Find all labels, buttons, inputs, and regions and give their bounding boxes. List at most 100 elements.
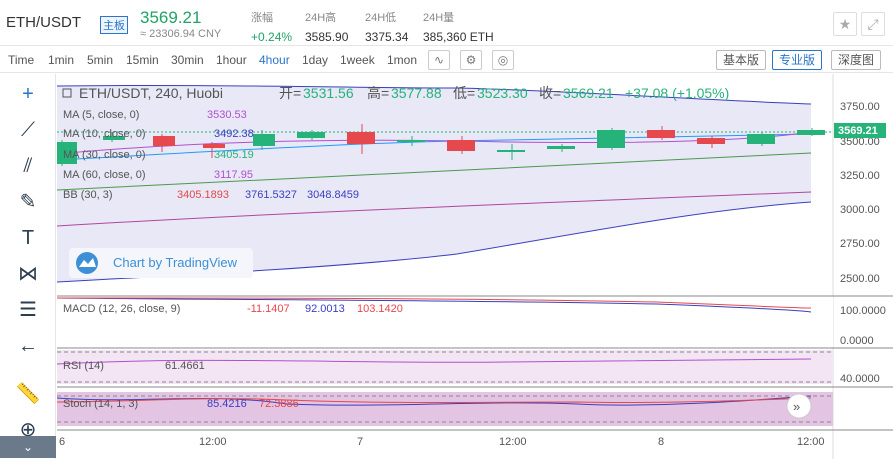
view-basic-button[interactable]: 基本版 <box>716 50 767 70</box>
drawing-toolbar: + ⟋ ⫽ ✎ T ⋈ ☰ ← 📏 ⊕ ⌄ <box>0 74 56 459</box>
tf-30min[interactable]: 30min <box>171 53 204 67</box>
macd-label: MACD (12, 26, close, 9) <box>63 303 180 315</box>
ma10-value: 3492.38 <box>214 128 254 140</box>
ma10-line <box>57 131 812 155</box>
view-pro-button[interactable]: 专业版 <box>772 50 823 70</box>
candle <box>697 136 725 148</box>
collapse-legend-icon <box>62 88 72 98</box>
board-badge: 主板 <box>100 16 128 34</box>
stat-volume: 24H量 385,360 ETH <box>423 12 494 44</box>
macd-signal-line <box>57 297 812 309</box>
crosshair-icon[interactable]: + <box>22 83 34 105</box>
price-tick: 3000.00 <box>840 204 880 216</box>
ma60-value: 3117.95 <box>214 169 253 181</box>
rsi-value: 61.4661 <box>165 360 205 372</box>
stoch-value-2: 72.3886 <box>259 398 299 410</box>
pattern-icon[interactable]: ⋈ <box>18 263 38 285</box>
tf-1min[interactable]: 1min <box>48 53 75 67</box>
legend-close: 3569.21 <box>563 85 614 101</box>
legend-open: 3531.56 <box>303 85 354 101</box>
legend-close-label: 收= <box>539 85 561 101</box>
tradingview-watermark: Chart by TradingView <box>69 248 253 278</box>
ruler-icon[interactable]: 📏 <box>15 383 41 405</box>
bb-mid-line <box>57 191 812 227</box>
collapse-toolbar-button[interactable]: ⌄ <box>0 436 56 458</box>
tf-15min[interactable]: 15min <box>126 53 159 67</box>
trendline-icon[interactable]: ⟋ <box>21 119 35 141</box>
tf-1hour[interactable]: 1hour <box>216 53 247 67</box>
price-chart[interactable]: ETH/USDT, 240, Huobi 开= 3531.56 高= 3577.… <box>57 74 893 459</box>
candle <box>797 128 825 136</box>
ma5-value: 3530.53 <box>207 109 247 121</box>
time-tick: 6 <box>59 436 65 448</box>
rsi-pane <box>57 350 833 384</box>
ma30-value: 3405.19 <box>214 149 254 161</box>
market-header: ETH/USDT 主板 3569.21 ≈ 23306.94 CNY 涨幅 +0.… <box>0 0 893 46</box>
screenshot-icon[interactable]: ◎ <box>492 50 514 70</box>
pitchfork-icon[interactable]: ⫽ <box>23 155 33 177</box>
time-tick: 12:00 <box>199 436 227 448</box>
macd-tick: 0.0000 <box>840 335 874 347</box>
candles <box>57 124 825 166</box>
candle <box>547 144 575 152</box>
bb-upper-line <box>57 84 812 105</box>
tf-time[interactable]: Time <box>8 53 35 67</box>
macd-value-1: -11.1407 <box>247 303 290 315</box>
price-tick: 2750.00 <box>840 238 880 250</box>
favorite-star-icon[interactable]: ★ <box>833 12 857 36</box>
candle <box>447 136 475 154</box>
candle <box>497 144 525 160</box>
zoom-icon[interactable]: ⊕ <box>19 419 37 441</box>
view-depth-button[interactable]: 深度图 <box>831 50 882 70</box>
chart-type-icon[interactable]: ∿ <box>428 50 450 70</box>
macd-tick: 100.0000 <box>840 305 886 317</box>
pair-name: ETH/USDT <box>6 14 81 31</box>
price-tag-text: 3569.21 <box>838 125 878 137</box>
candle <box>647 126 675 140</box>
tf-1week[interactable]: 1week <box>340 53 375 67</box>
ma60-label: MA (60, close, 0) <box>63 169 146 181</box>
chevron-right-icon: » <box>793 399 800 414</box>
candle <box>747 132 775 146</box>
macd-value-3: 103.1420 <box>357 303 403 315</box>
scroll-right-button <box>786 393 812 419</box>
macd-line <box>57 297 812 313</box>
tf-1day[interactable]: 1day <box>302 53 329 67</box>
ma30-label: MA (30, close, 0) <box>63 149 146 161</box>
candle <box>203 142 225 158</box>
stat-change: 涨幅 +0.24% <box>251 12 293 44</box>
time-tick: 8 <box>658 436 664 448</box>
price-tag <box>834 123 886 138</box>
stoch-value-1: 85.4216 <box>207 398 247 410</box>
watermark-text: Chart by TradingView <box>113 255 238 270</box>
chart-toolbar: Time 1min 5min 15min 30min 1hour 4hour 1… <box>0 47 893 73</box>
bb-value-1: 3405.1893 <box>177 189 229 201</box>
legend-low: 3523.30 <box>477 85 528 101</box>
stoch-pane <box>57 392 833 426</box>
legend-high: 3577.88 <box>391 85 442 101</box>
stat-low: 24H低 3375.34 <box>365 12 409 44</box>
stoch-label: Stoch (14, 1, 3) <box>63 398 138 410</box>
text-icon[interactable]: T <box>21 227 35 249</box>
rsi-line <box>57 358 812 365</box>
stoch-k-line <box>57 395 812 406</box>
ma5-label: MA (5, close, 0) <box>63 109 139 121</box>
settings-icon[interactable]: ⚙ <box>460 50 482 70</box>
legend-change: +37.08 (+1.05%) <box>625 85 729 101</box>
price-tick: 3750.00 <box>840 101 880 113</box>
candle <box>253 130 275 150</box>
tf-4hour[interactable]: 4hour <box>259 53 290 67</box>
tf-1mon[interactable]: 1mon <box>387 53 418 67</box>
fullscreen-icon[interactable]: ⤢ <box>861 12 885 36</box>
cny-price: ≈ 23306.94 CNY <box>140 28 222 40</box>
tf-5min[interactable]: 5min <box>87 53 114 67</box>
stoch-d-line <box>57 397 812 404</box>
back-arrow-icon[interactable]: ← <box>18 335 38 357</box>
time-tick: 12:00 <box>499 436 527 448</box>
candle <box>153 134 175 152</box>
price-tick: 3250.00 <box>840 170 880 182</box>
fib-icon[interactable]: ☰ <box>19 299 37 321</box>
legend-high-label: 高= <box>367 85 389 101</box>
legend-title: ETH/USDT, 240, Huobi <box>79 85 223 101</box>
brush-icon[interactable]: ✎ <box>19 191 37 213</box>
